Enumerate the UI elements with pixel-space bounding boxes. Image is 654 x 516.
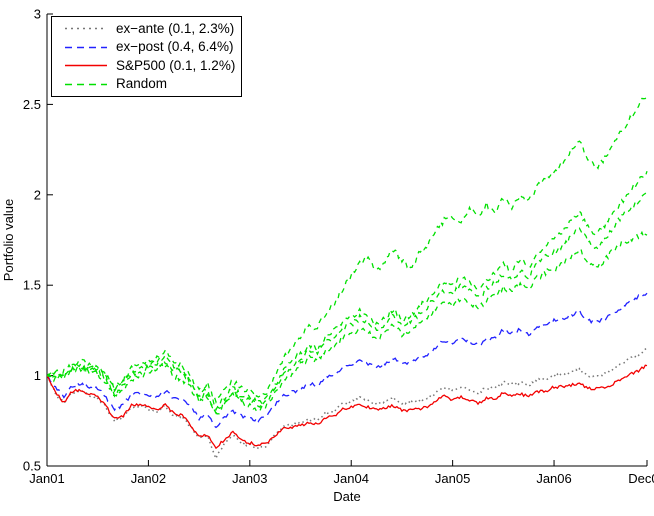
legend-label-ex-ante: ex−ante (0.1, 2.3%) [116, 20, 235, 36]
series-line-6 [47, 230, 648, 415]
y-tick-label: 1 [34, 368, 41, 383]
legend-item-ex-post: ex−post (0.4, 6.4%) [52, 38, 241, 56]
x-tick-label: Jan01 [29, 471, 64, 486]
legend-item-sp500: S&P500 (0.1, 1.2%) [52, 57, 241, 75]
series-line-2 [47, 364, 648, 450]
x-tick-label: Jan03 [232, 471, 267, 486]
series-line-0 [47, 347, 648, 461]
legend-label-sp500: S&P500 (0.1, 1.2%) [116, 57, 236, 73]
legend-item-random: Random [52, 75, 241, 93]
legend-line-ex-ante-icon [65, 27, 107, 30]
x-tick-label: Jan06 [536, 471, 571, 486]
y-tick-label: 2.5 [23, 97, 41, 112]
series-line-5 [47, 190, 648, 415]
x-tick-label: Dec06 [628, 471, 654, 486]
series-line-3 [47, 94, 648, 404]
x-tick-label: Jan04 [334, 471, 369, 486]
legend-line-sp500-icon [65, 65, 107, 67]
series-line-1 [47, 292, 648, 429]
y-tick-label: 3 [34, 7, 41, 22]
legend-line-ex-post-icon [65, 46, 107, 48]
y-tick-label: 2 [34, 187, 41, 202]
x-tick-label: Jan02 [131, 471, 166, 486]
x-axis-label: Date [333, 489, 360, 504]
legend-item-ex-ante: ex−ante (0.1, 2.3%) [52, 20, 241, 38]
y-tick-label: 0.5 [23, 459, 41, 474]
legend: ex−ante (0.1, 2.3%) ex−post (0.4, 6.4%) … [51, 16, 242, 97]
legend-line-random-icon [65, 83, 107, 86]
x-tick-label: Jan05 [435, 471, 470, 486]
legend-label-ex-post: ex−post (0.4, 6.4%) [116, 39, 234, 55]
y-axis-label: Portfolio value [1, 199, 16, 281]
y-tick-label: 1.5 [23, 278, 41, 293]
series-group [47, 94, 648, 461]
legend-label-random: Random [116, 76, 168, 92]
